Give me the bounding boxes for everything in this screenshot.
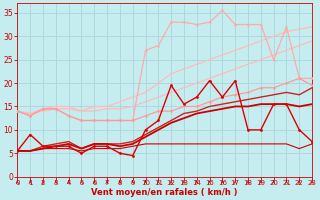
X-axis label: Vent moyen/en rafales ( km/h ): Vent moyen/en rafales ( km/h )	[92, 188, 238, 197]
